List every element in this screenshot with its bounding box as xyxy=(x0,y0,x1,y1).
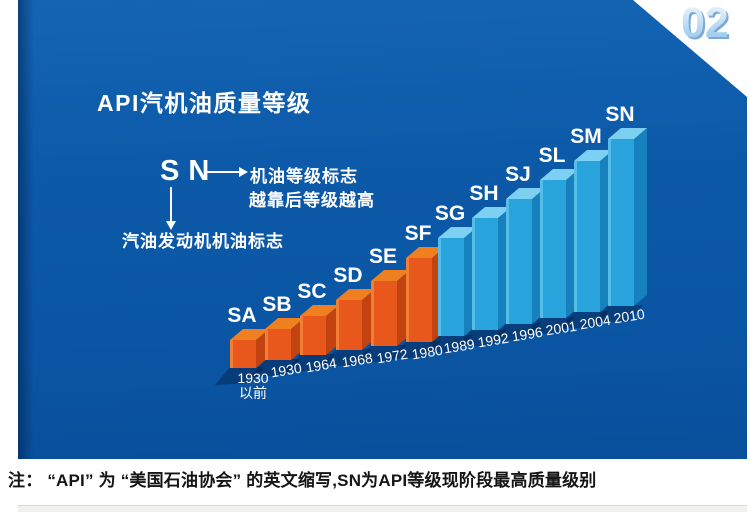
bar-year-label: 2001 xyxy=(545,318,578,339)
bar-shadow-SM xyxy=(559,311,609,329)
bar-shadow-SC xyxy=(285,354,335,372)
bar-year-label-2: 以前 xyxy=(239,385,267,401)
bar-top-face xyxy=(300,305,339,316)
bar-grade-label: SD xyxy=(333,264,362,287)
arrow-right-icon xyxy=(207,167,248,177)
bar-grade-label: SC xyxy=(297,280,326,303)
bar-top-face xyxy=(406,247,445,258)
bar-highlight xyxy=(540,180,543,318)
bar-top-face xyxy=(230,329,269,340)
bar-shadow-SA xyxy=(215,367,265,385)
bar-highlight xyxy=(574,161,577,312)
page-title: API汽机油质量等级 xyxy=(97,90,312,116)
bar-SD: SD 1968 xyxy=(333,264,375,370)
main-panel: API汽机油质量等级 SN 机油等级标志 越靠后等级越高 汽油发动机机油标志 S… xyxy=(18,0,747,459)
bar-front-face xyxy=(472,218,498,330)
bar-highlight xyxy=(300,316,303,355)
bar-top-face xyxy=(608,128,647,139)
bar-shadow-SN xyxy=(593,305,643,323)
bar-year-label: 2004 xyxy=(579,312,612,333)
bar-SN: SN 2010 xyxy=(605,103,647,326)
bar-top-face xyxy=(265,318,304,329)
bar-SM: SM 2004 xyxy=(570,125,613,332)
grade-order-note: 越靠后等级越高 xyxy=(249,191,375,210)
bar-SC: SC 1964 xyxy=(297,280,339,375)
bar-front-face xyxy=(608,139,634,306)
bar-front-face xyxy=(574,161,600,312)
bar-grade-label: SG xyxy=(435,202,465,225)
bar-top-face xyxy=(438,227,477,238)
bar-side-face xyxy=(326,305,339,355)
bar-top-face xyxy=(472,207,511,218)
bar-shadow-SG xyxy=(423,335,473,353)
bar-grade-label: SJ xyxy=(505,163,531,186)
bar-shadow-SB xyxy=(250,359,300,377)
bar-top-face xyxy=(574,150,613,161)
bar-grade-label: SL xyxy=(539,144,566,167)
note-text: 注： “API” 为 “美国石油协会” 的英文缩写,SN为API等级现阶段最高质… xyxy=(8,471,597,490)
bar-SJ: SJ 1996 xyxy=(505,163,545,344)
bar-highlight xyxy=(438,238,441,336)
bar-year-label: 1992 xyxy=(477,330,510,351)
bar-highlight xyxy=(472,218,475,330)
bar-top-face xyxy=(336,289,375,300)
bar-highlight xyxy=(608,139,611,306)
bar-year-label: 1930 xyxy=(270,360,303,381)
grade-mark-note: 机油等级标志 xyxy=(250,167,358,186)
bar-front-face xyxy=(540,180,566,318)
next-section-divider xyxy=(18,505,747,512)
bar-front-face xyxy=(230,340,256,368)
bar-grade-label: SA xyxy=(227,304,256,327)
bar-shadow-SJ xyxy=(491,323,541,341)
bar-top-face xyxy=(540,169,579,180)
bar-front-face xyxy=(506,199,532,324)
bar-SL: SL 2001 xyxy=(539,144,579,338)
bar-shadow-SD xyxy=(321,349,371,367)
bar-grade-label: SH xyxy=(469,182,498,205)
bar-year-label: 2010 xyxy=(613,306,646,327)
grade-example-label: SN xyxy=(160,155,219,187)
bar-year-label: 1972 xyxy=(376,346,409,367)
bar-year-label: 1980 xyxy=(411,342,444,363)
bar-side-face xyxy=(634,128,647,306)
bar-front-face xyxy=(300,316,326,355)
bar-grade-label: SF xyxy=(405,222,432,245)
bar-highlight xyxy=(371,281,374,346)
bar-front-face xyxy=(265,329,291,360)
bar-shadow-SL xyxy=(525,317,575,335)
bar-highlight xyxy=(336,300,339,350)
bar-highlight xyxy=(230,340,233,368)
gasoline-engine-note: 汽油发动机机油标志 xyxy=(122,232,284,251)
bar-shadow-SF xyxy=(391,341,441,359)
bar-year-label: 1930 xyxy=(237,370,268,386)
bar-front-face xyxy=(438,238,464,336)
bar-year-label: 1996 xyxy=(511,324,544,345)
bar-front-face xyxy=(406,258,432,342)
bar-year-label: 1989 xyxy=(443,336,476,357)
bar-grade-label: SM xyxy=(570,125,602,148)
bar-highlight xyxy=(265,329,268,360)
bar-grade-label: SN xyxy=(605,103,634,126)
bar-year-label: 1964 xyxy=(305,355,338,376)
bar-grade-label: SB xyxy=(262,293,291,316)
panel-left-shade xyxy=(18,0,34,459)
section-number-badge: 02 xyxy=(681,0,729,47)
bar-front-face xyxy=(371,281,397,346)
bar-shadow-SH xyxy=(457,329,507,347)
bar-highlight xyxy=(506,199,509,324)
arrow-down-icon xyxy=(166,187,176,230)
bar-shadow-SE xyxy=(356,345,406,363)
bar-front-face xyxy=(336,300,362,350)
bar-year-label: 1968 xyxy=(341,350,374,371)
bar-top-face xyxy=(506,188,545,199)
bar-grade-label: SE xyxy=(369,245,397,268)
bar-SH: SH 1992 xyxy=(469,182,511,350)
bar-highlight xyxy=(406,258,409,342)
bar-top-face xyxy=(371,270,410,281)
